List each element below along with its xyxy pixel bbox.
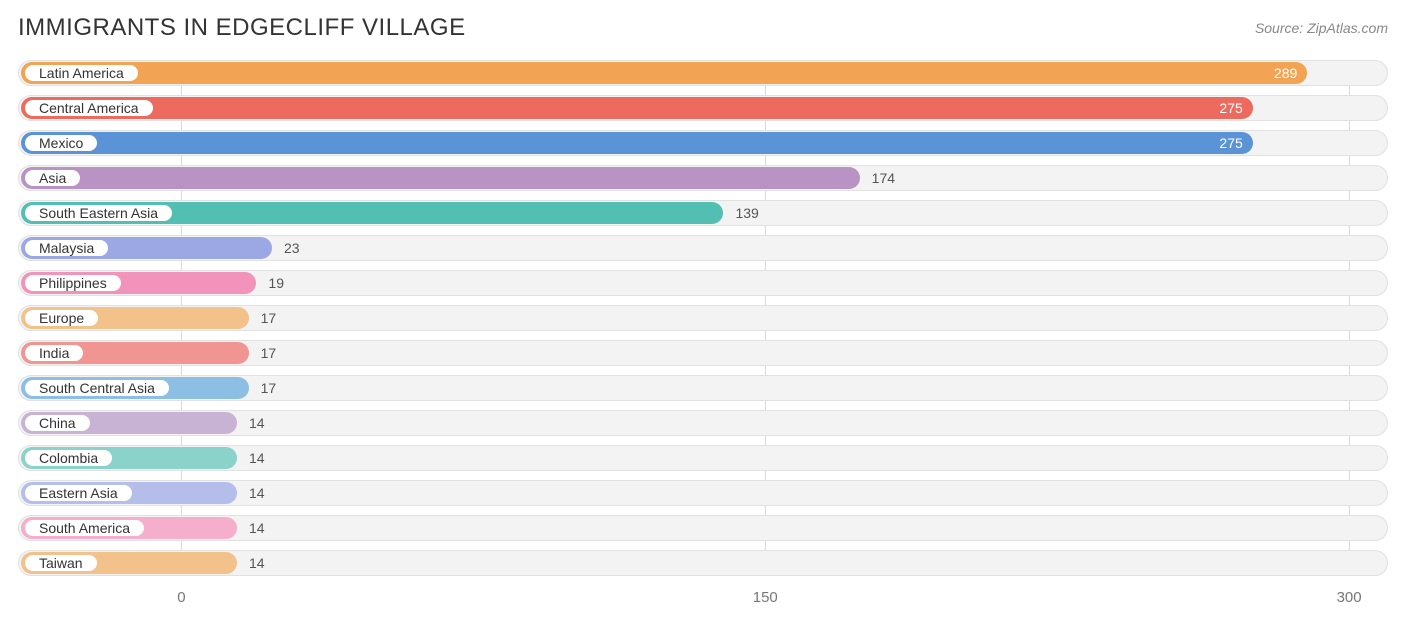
chart-source: Source: ZipAtlas.com <box>1255 14 1388 36</box>
bar-row: 275 Mexico <box>18 130 1388 156</box>
bar-row: Malaysia 23 <box>18 235 1388 261</box>
bar-row: Colombia 14 <box>18 445 1388 471</box>
bar-value: 275 <box>1219 97 1242 119</box>
bar-row: Europe 17 <box>18 305 1388 331</box>
bar-row: Eastern Asia 14 <box>18 480 1388 506</box>
chart-title: IMMIGRANTS IN EDGECLIFF VILLAGE <box>18 14 466 42</box>
bar-row: 275 Central America <box>18 95 1388 121</box>
chart-area: 289 Latin America 275 Central America 275 Mex… <box>18 60 1388 576</box>
bar-label-pill: Malaysia <box>23 238 110 258</box>
bar-row: South Central Asia 17 <box>18 375 1388 401</box>
bar-label-pill: Mexico <box>23 133 99 153</box>
bar-fill: 275 <box>21 132 1253 154</box>
bar-label-pill: Asia <box>23 168 82 188</box>
chart-header: IMMIGRANTS IN EDGECLIFF VILLAGE Source: … <box>18 14 1388 42</box>
bar-value: 17 <box>249 306 277 330</box>
bar-row: South America 14 <box>18 515 1388 541</box>
bar-row: China 14 <box>18 410 1388 436</box>
bar-value: 14 <box>237 411 265 435</box>
bar-value: 14 <box>237 481 265 505</box>
bar-value: 275 <box>1219 132 1242 154</box>
bar-label-pill: India <box>23 343 85 363</box>
bar-label-pill: Latin America <box>23 63 140 83</box>
bar-row: South Eastern Asia 139 <box>18 200 1388 226</box>
bar-label-pill: South Central Asia <box>23 378 171 398</box>
bar-fill: 275 <box>21 97 1253 119</box>
bar-fill: 289 <box>21 62 1307 84</box>
bar-value: 174 <box>860 166 895 190</box>
bar-row: Philippines 19 <box>18 270 1388 296</box>
bar-label-pill: Eastern Asia <box>23 483 134 503</box>
bar-label-pill: South America <box>23 518 146 538</box>
bar-value: 139 <box>723 201 758 225</box>
bar-value: 17 <box>249 341 277 365</box>
bar-value: 17 <box>249 376 277 400</box>
bar-value: 14 <box>237 446 265 470</box>
bar-label-pill: China <box>23 413 92 433</box>
bar-label-pill: Colombia <box>23 448 114 468</box>
bar-value: 289 <box>1274 62 1297 84</box>
bar-row: 289 Latin America <box>18 60 1388 86</box>
bar-value: 14 <box>237 551 265 575</box>
bar-label-pill: South Eastern Asia <box>23 203 174 223</box>
bar-row: Taiwan 14 <box>18 550 1388 576</box>
bar-value: 14 <box>237 516 265 540</box>
bar-row: India 17 <box>18 340 1388 366</box>
bar-row: Asia 174 <box>18 165 1388 191</box>
bar-label-pill: Europe <box>23 308 100 328</box>
x-axis: 0 150 300 <box>18 585 1388 609</box>
x-tick: 0 <box>177 589 185 606</box>
bar-value: 23 <box>272 236 300 260</box>
x-tick: 300 <box>1337 589 1362 606</box>
bar-fill <box>21 167 860 189</box>
bar-label-pill: Taiwan <box>23 553 99 573</box>
bar-label-pill: Philippines <box>23 273 123 293</box>
bar-value: 19 <box>256 271 284 295</box>
bar-label-pill: Central America <box>23 98 155 118</box>
x-tick: 150 <box>753 589 778 606</box>
